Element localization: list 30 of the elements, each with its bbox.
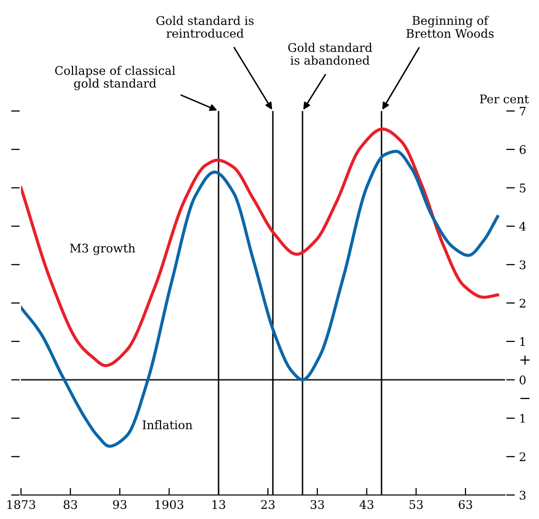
ref-line-label: Beginning of Bretton Woods — [406, 16, 494, 38]
ref-line-label: Collapse of classical gold standard — [55, 66, 176, 90]
y-tick-label: 7 — [520, 106, 526, 116]
y-tick-label: 2 — [520, 452, 526, 462]
y-tick-label: 3 — [520, 260, 526, 270]
text: M3 growth — [70, 243, 136, 256]
text: + — [520, 355, 530, 365]
y-tick-label: 3 — [520, 490, 526, 500]
x-tick-label: 63 — [458, 500, 472, 509]
x-tick-label: 33 — [310, 500, 324, 509]
x-tick-label: 53 — [410, 500, 423, 509]
text: − — [520, 398, 530, 400]
x-tick-label: 1873 — [7, 500, 36, 509]
y-tick-label: 2 — [520, 298, 526, 308]
y-tick-label: 1 — [520, 414, 525, 423]
y-tick-label: 5 — [520, 184, 526, 192]
y-axis-title: Per cent — [480, 94, 529, 104]
x-tick-label: 93 — [113, 500, 126, 509]
x-tick-label: 13 — [212, 500, 226, 509]
y-tick-label: 0 — [520, 376, 526, 384]
ref-line-label: Gold standard is abandoned — [288, 42, 372, 65]
x-tick-label: 1903 — [156, 500, 184, 509]
series-label: Inflation — [142, 420, 192, 430]
ref-line-label: Gold standard is reintroduced — [156, 16, 254, 38]
x-tick-label: 83 — [64, 500, 78, 509]
y-tick-label: 4 — [519, 222, 526, 231]
y-tick-label: 1 — [520, 337, 525, 346]
x-tick-label: 43 — [360, 500, 374, 509]
x-tick-label: 23 — [261, 500, 275, 509]
y-tick-label: 6 — [520, 145, 526, 154]
